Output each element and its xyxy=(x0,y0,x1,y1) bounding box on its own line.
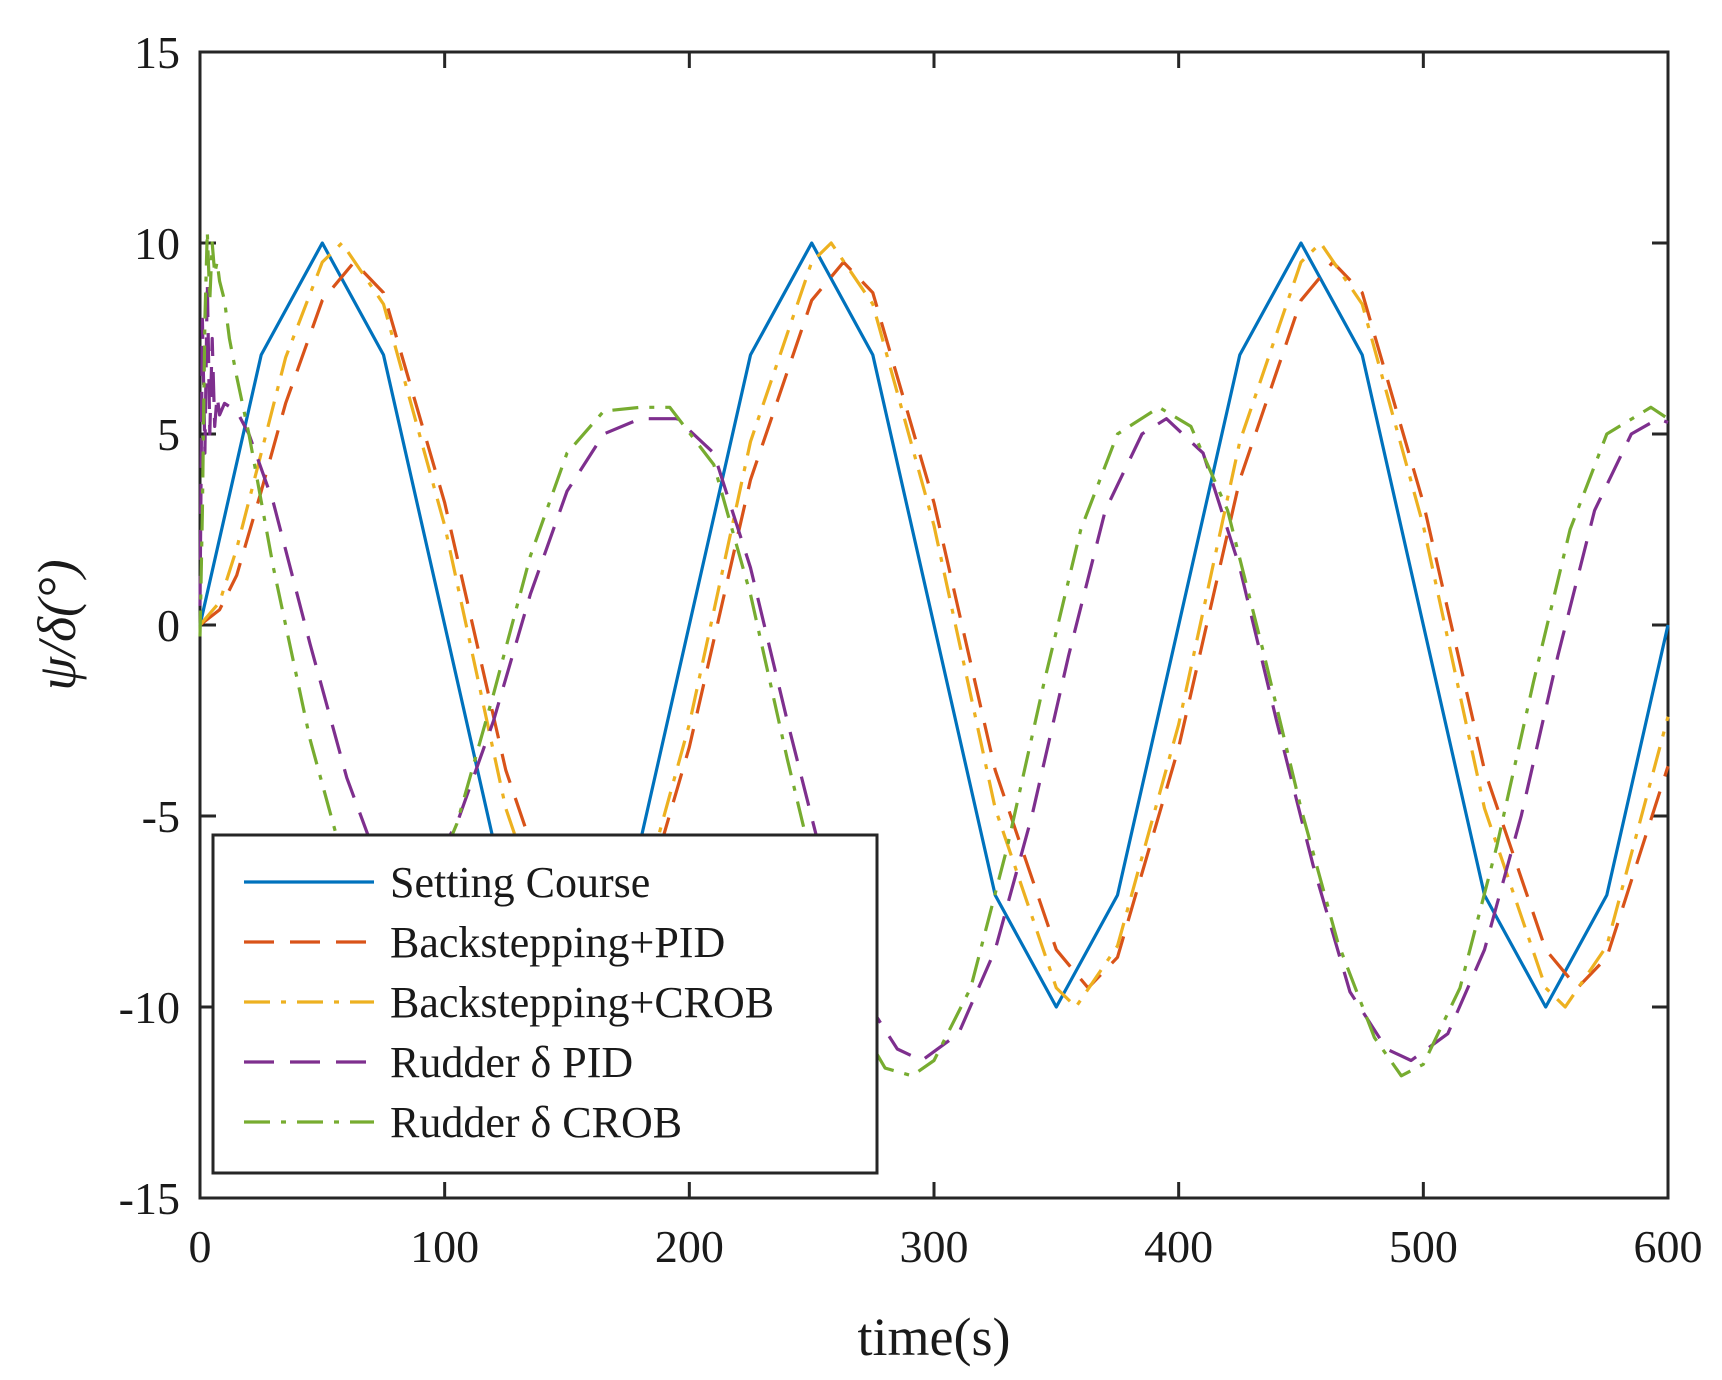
legend-label: Setting Course xyxy=(390,858,650,907)
y-tick-label: -5 xyxy=(142,791,180,842)
series-line-backstepping-pid xyxy=(199,260,1670,990)
x-tick-label: 600 xyxy=(1634,1221,1703,1272)
y-axis-ticks: -15 -10 -5 0 5 10 15 xyxy=(119,27,1668,1224)
legend: Setting Course Backstepping+PID Backsteppi… xyxy=(211,833,879,1175)
y-axis-label: ψ/δ(°) xyxy=(27,559,87,690)
x-tick-label: 100 xyxy=(410,1221,479,1272)
x-axis-ticks: 0 100 200 300 400 500 600 xyxy=(189,52,1703,1272)
series-line-backstepping-crob xyxy=(198,241,1670,1009)
x-tick-label: 400 xyxy=(1144,1221,1213,1272)
legend-label: Rudder δ PID xyxy=(390,1038,633,1087)
y-tick-label: -10 xyxy=(119,982,180,1033)
x-tick-label: 300 xyxy=(900,1221,969,1272)
y-tick-label: 5 xyxy=(157,409,180,460)
y-tick-label: 0 xyxy=(157,600,180,651)
x-tick-label: 500 xyxy=(1389,1221,1458,1272)
legend-label: Backstepping+PID xyxy=(390,918,725,967)
legend-label: Backstepping+CROB xyxy=(390,978,774,1027)
legend-items: Setting Course Backstepping+PID Backsteppi… xyxy=(244,858,774,1147)
series-line-rudder-pid xyxy=(198,279,1669,1063)
legend-label: Rudder δ CROB xyxy=(390,1098,682,1147)
x-tick-label: 0 xyxy=(189,1221,212,1272)
series-line-setting-course xyxy=(198,241,1670,1009)
x-axis-label: time(s) xyxy=(858,1307,1011,1367)
series-lines xyxy=(198,229,1670,1078)
y-tick-label: -15 xyxy=(119,1173,180,1224)
x-tick-label: 200 xyxy=(655,1221,724,1272)
legend-box xyxy=(211,833,879,1175)
y-tick-label: 15 xyxy=(134,27,180,78)
y-tick-label: 10 xyxy=(134,218,180,269)
